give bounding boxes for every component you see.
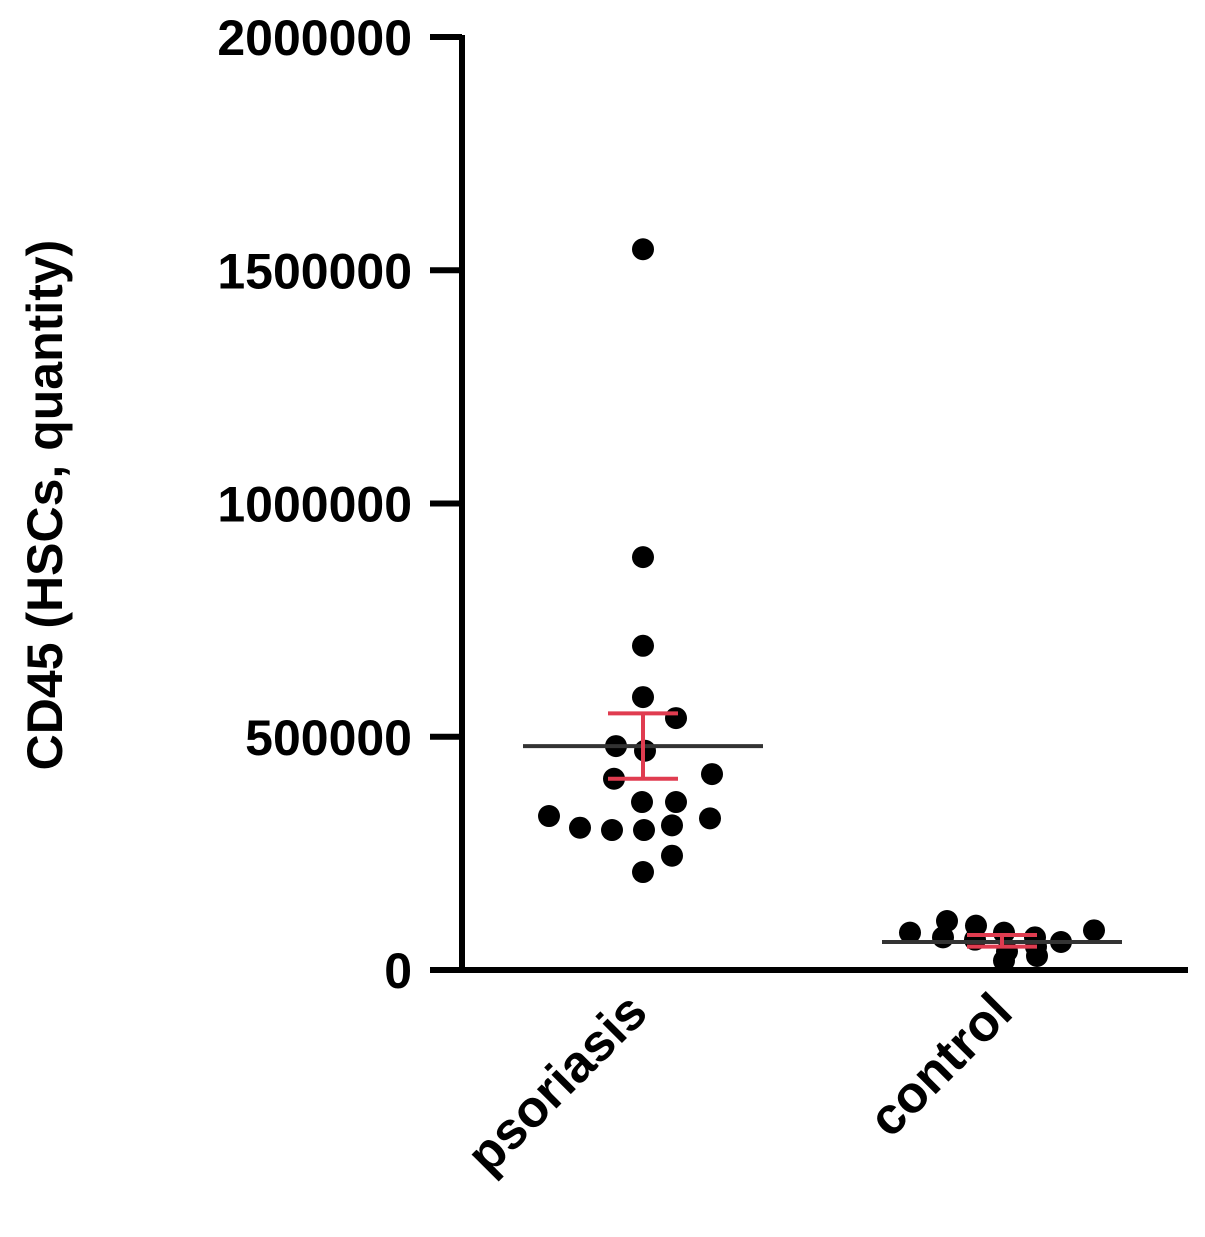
data-point (993, 949, 1015, 972)
data-point (1026, 945, 1048, 968)
data-point (993, 921, 1015, 944)
data-point (661, 814, 683, 837)
y-axis-ticks: 0 500000 1000000 1500000 2000000 (217, 10, 462, 999)
category-label-psoriasis: psoriasis (456, 982, 658, 1184)
data-point (632, 686, 654, 709)
axes (459, 35, 1188, 973)
y-tick-label: 1500000 (217, 243, 412, 299)
y-tick-label: 0 (384, 943, 412, 999)
data-point (633, 819, 655, 842)
data-point (569, 816, 591, 839)
category-labels: psoriasis control (456, 982, 1023, 1184)
y-tick-label: 1000000 (217, 477, 412, 533)
data-marks (523, 238, 1122, 972)
data-point (932, 926, 954, 949)
data-point (899, 921, 921, 944)
data-point (632, 238, 654, 261)
category-label-control: control (858, 982, 1024, 1148)
data-point (538, 805, 560, 828)
data-point (665, 707, 687, 730)
data-point (661, 844, 683, 867)
series-psoriasis (523, 238, 763, 884)
data-point (632, 634, 654, 657)
data-point (601, 819, 623, 842)
series-control (882, 910, 1122, 972)
data-point (701, 763, 723, 786)
data-point (631, 791, 653, 814)
data-point (1083, 919, 1105, 942)
data-point (632, 546, 654, 569)
data-point (699, 807, 721, 830)
data-point (665, 791, 687, 814)
y-tick-label: 500000 (245, 710, 412, 766)
y-tick-label: 2000000 (217, 10, 412, 66)
y-axis-label: CD45 (HSCs, quantity) (17, 240, 73, 771)
data-point (632, 861, 654, 884)
